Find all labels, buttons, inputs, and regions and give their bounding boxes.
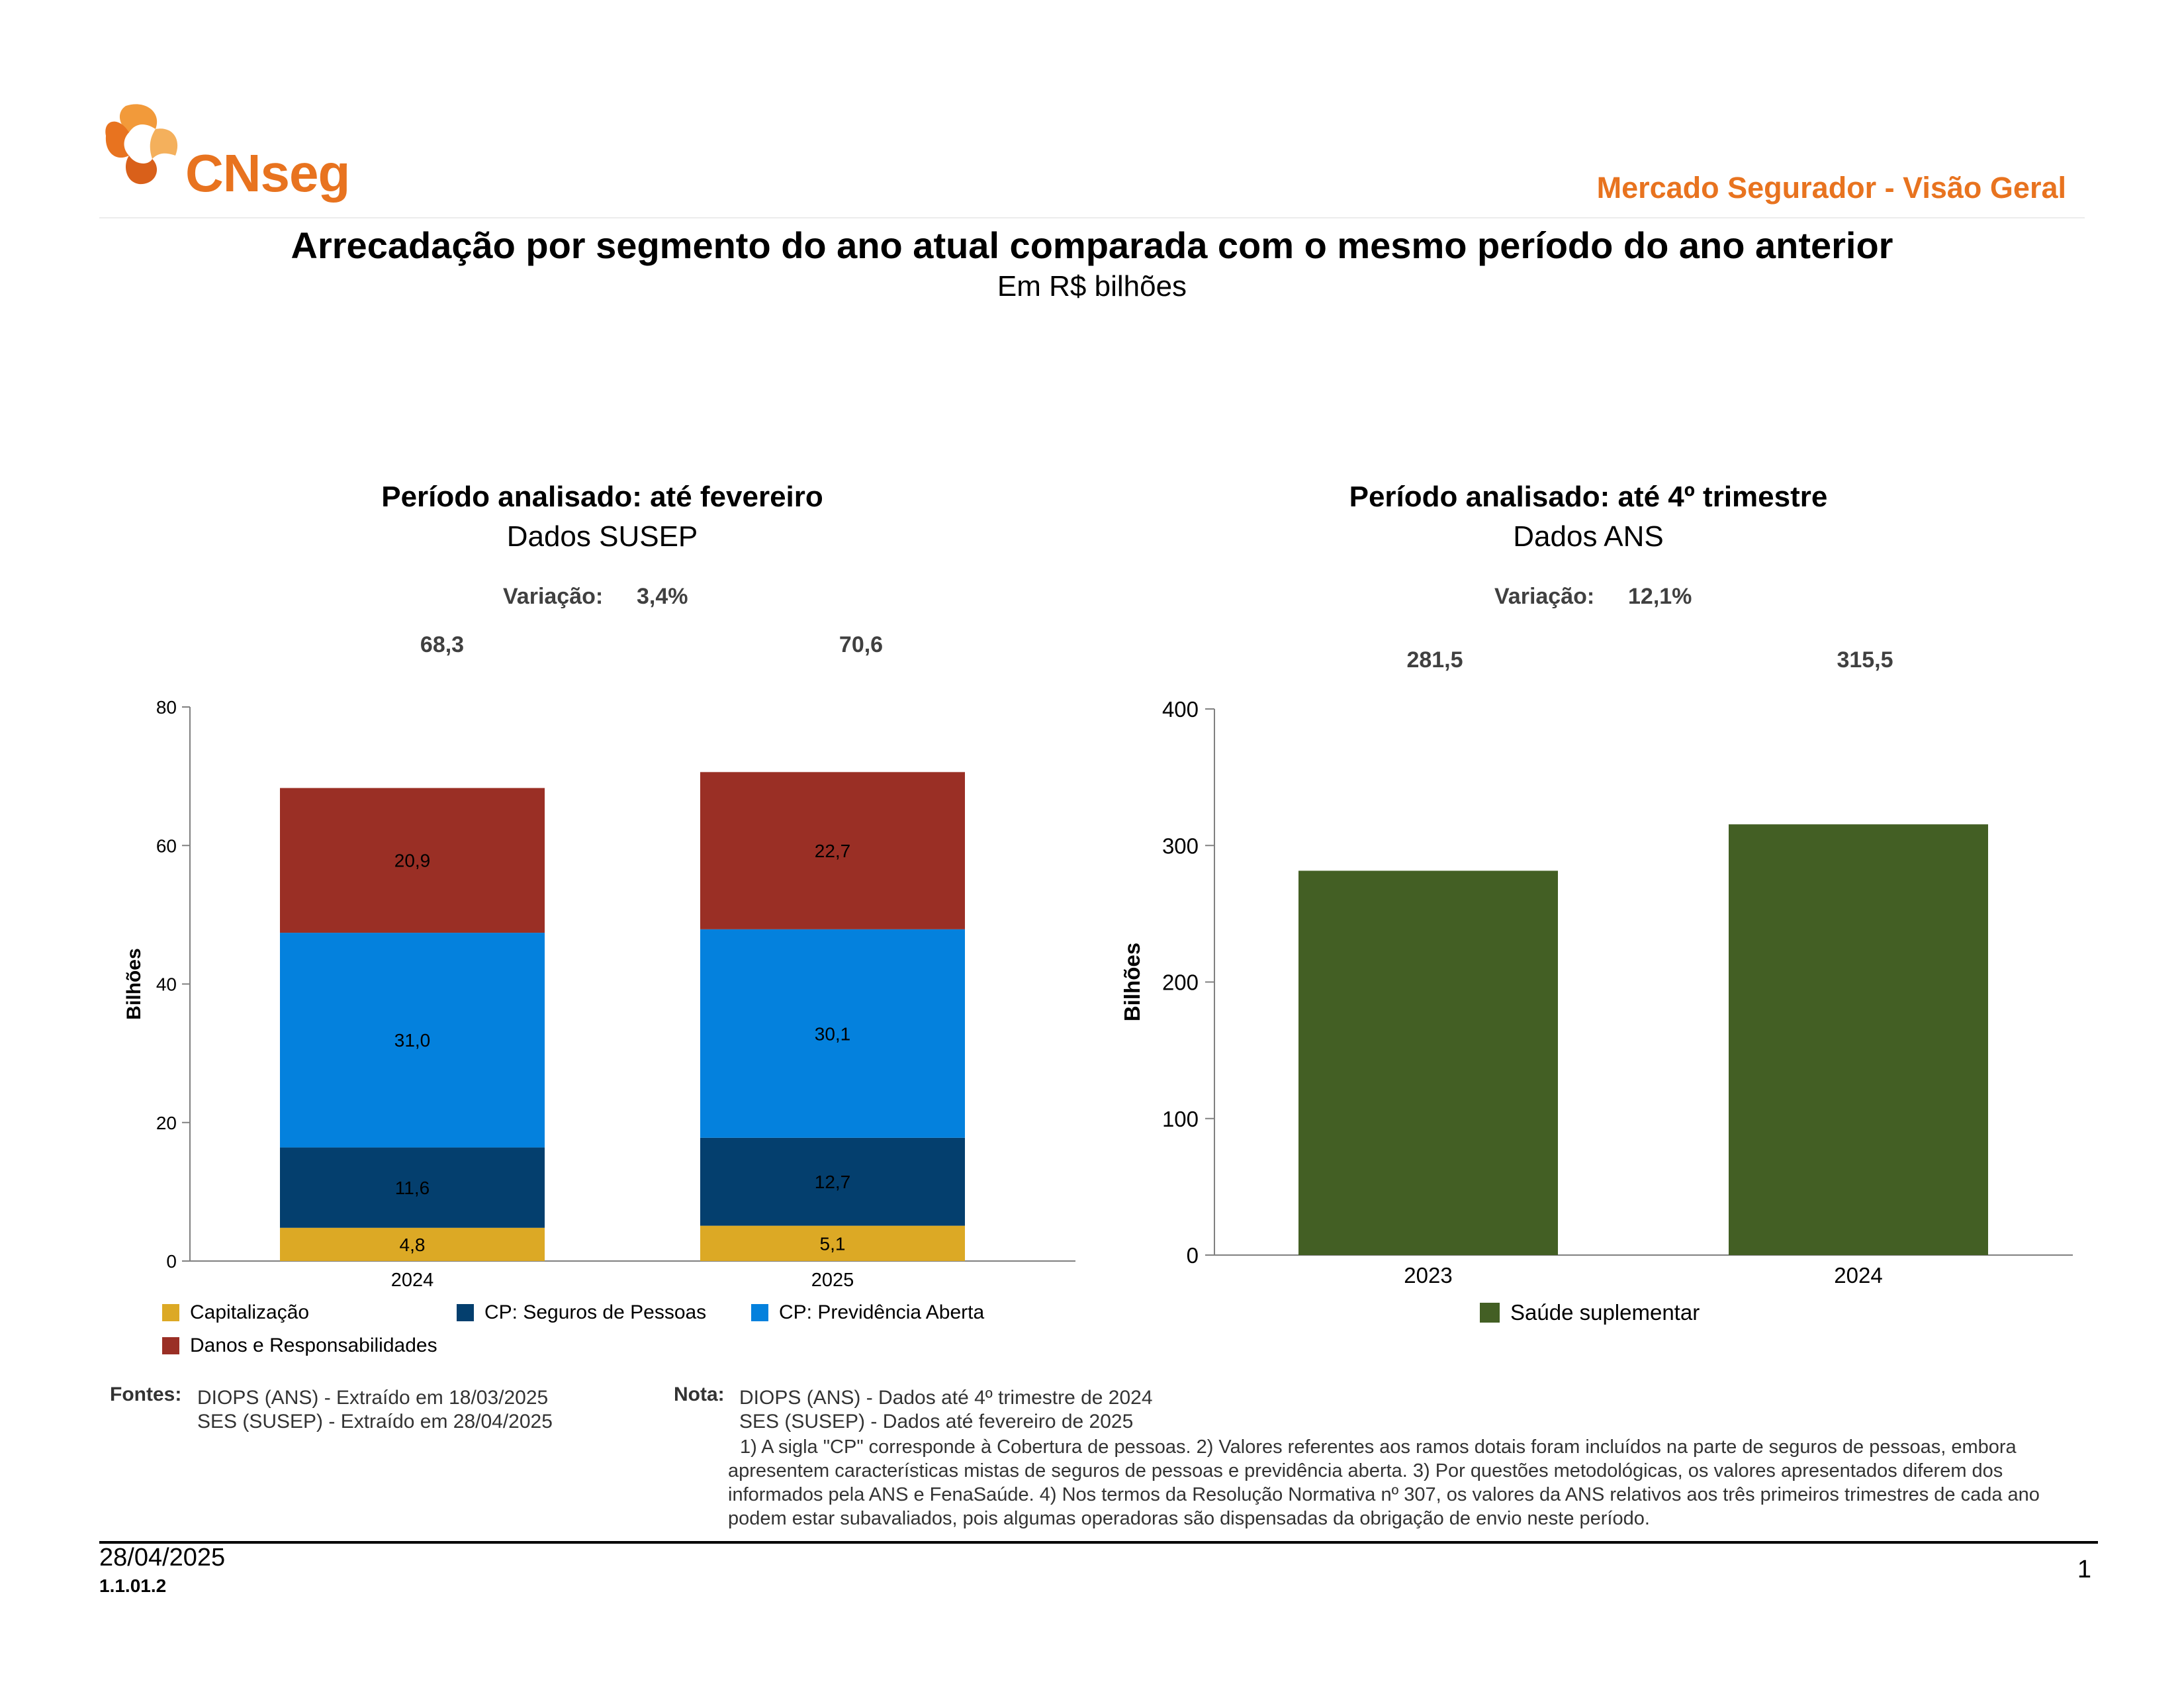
page-title: Arrecadação por segmento do ano atual co… bbox=[291, 224, 1893, 266]
logo-text: CNseg bbox=[185, 144, 350, 203]
right-total-2024: 315,5 bbox=[1837, 647, 1893, 673]
page-number: 1 bbox=[2077, 1556, 2091, 1583]
legend-label: CP: Previdência Aberta bbox=[779, 1301, 985, 1323]
y-tick-label: 100 bbox=[1162, 1107, 1199, 1131]
left-stacked-bar-chart: 0 20 40 60 80 Bilhões 4,8 11,6 31,0 20,9 2024 5,1 12… bbox=[123, 697, 1075, 1291]
right-total-2023: 281,5 bbox=[1406, 647, 1463, 673]
legend-item-previdencia: CP: Previdência Aberta bbox=[751, 1301, 984, 1324]
x-tick-label: 2024 bbox=[391, 1270, 434, 1291]
footer-date: 28/04/2025 bbox=[99, 1544, 226, 1571]
bar-segment bbox=[700, 929, 965, 1138]
left-total-2024: 68,3 bbox=[420, 632, 465, 657]
left-panel-title: Período analisado: até fevereiro bbox=[381, 481, 823, 513]
nota-list: DIOPS (ANS) - Dados até 4º trimestre de … bbox=[739, 1386, 1153, 1434]
legend-swatch bbox=[751, 1304, 768, 1321]
right-panel-title: Período analisado: até 4º trimestre bbox=[1349, 481, 1828, 513]
bar-segment bbox=[700, 1225, 965, 1261]
legend-label: CP: Seguros de Pessoas bbox=[484, 1301, 707, 1323]
legend-swatch bbox=[162, 1304, 179, 1321]
bar-segment bbox=[280, 788, 545, 933]
legend-swatch bbox=[1480, 1303, 1500, 1323]
y-tick-label: 0 bbox=[1187, 1243, 1199, 1268]
bar-segment bbox=[700, 772, 965, 929]
y-tick-label: 0 bbox=[166, 1251, 177, 1272]
right-legend: Saúde suplementar bbox=[1480, 1300, 1700, 1325]
data-label: 20,9 bbox=[394, 851, 431, 871]
fonte-line: SES (SUSEP) - Extraído em 28/04/2025 bbox=[197, 1411, 553, 1432]
data-label: 5,1 bbox=[820, 1233, 846, 1254]
legend-item-seguros-pessoas: CP: Seguros de Pessoas bbox=[457, 1301, 751, 1324]
right-variation-value: 12,1% bbox=[1628, 584, 1692, 609]
y-tick-label: 400 bbox=[1162, 697, 1199, 722]
legend-label: Capitalização bbox=[190, 1301, 310, 1323]
bar-segment bbox=[700, 1137, 965, 1226]
nota-label: Nota: bbox=[674, 1383, 725, 1405]
data-label: 12,7 bbox=[815, 1172, 851, 1192]
fontes-label: Fontes: bbox=[110, 1383, 182, 1405]
legend-item-capitalizacao: Capitalização bbox=[162, 1301, 457, 1324]
left-variation-label: Variação: bbox=[503, 584, 604, 609]
nota-line: DIOPS (ANS) - Dados até 4º trimestre de … bbox=[739, 1387, 1153, 1409]
left-panel-source: Dados SUSEP bbox=[506, 520, 698, 553]
header-divider bbox=[99, 217, 2085, 218]
bar-segment bbox=[280, 933, 545, 1148]
legend-label: Saúde suplementar bbox=[1510, 1300, 1700, 1325]
bar bbox=[1298, 870, 1558, 1255]
legend-item-saude: Saúde suplementar bbox=[1480, 1300, 1700, 1325]
right-bar-chart: 0 100 200 300 400 Bilhões 2023 2024 bbox=[1120, 697, 2073, 1288]
y-tick-label: 300 bbox=[1162, 833, 1199, 858]
y-tick-label: 20 bbox=[156, 1113, 177, 1133]
left-legend: Capitalização CP: Seguros de Pessoas CP:… bbox=[162, 1301, 984, 1357]
footer-divider bbox=[99, 1541, 2098, 1544]
y-tick-label: 60 bbox=[156, 835, 177, 856]
bar bbox=[1729, 824, 1988, 1255]
legend-swatch bbox=[457, 1304, 474, 1321]
bar-segment bbox=[280, 1227, 545, 1261]
data-label: 30,1 bbox=[815, 1023, 851, 1044]
footer-code: 1.1.01.2 bbox=[99, 1575, 167, 1596]
x-tick-label: 2025 bbox=[811, 1270, 854, 1291]
y-tick-label: 200 bbox=[1162, 970, 1199, 995]
cnseg-logo-icon bbox=[105, 104, 178, 185]
x-tick-label: 2023 bbox=[1404, 1263, 1452, 1288]
fontes-list: DIOPS (ANS) - Extraído em 18/03/2025 SES… bbox=[197, 1386, 553, 1434]
left-variation-value: 3,4% bbox=[637, 584, 688, 609]
fonte-line: DIOPS (ANS) - Extraído em 18/03/2025 bbox=[197, 1387, 549, 1409]
y-tick-label: 40 bbox=[156, 974, 177, 995]
y-axis-label: Bilhões bbox=[123, 948, 145, 1019]
nota-line: SES (SUSEP) - Dados até fevereiro de 202… bbox=[739, 1411, 1134, 1432]
bar-segment bbox=[280, 1147, 545, 1228]
data-label: 11,6 bbox=[395, 1178, 430, 1198]
nota-text: 1) A sigla "CP" corresponde à Cobertura … bbox=[728, 1436, 2040, 1529]
right-variation-label: Variação: bbox=[1494, 584, 1595, 609]
page-subtitle: Em R$ bilhões bbox=[997, 270, 1187, 303]
data-label: 22,7 bbox=[815, 841, 851, 861]
y-axis-label: Bilhões bbox=[1120, 943, 1144, 1021]
legend-label: Danos e Responsabilidades bbox=[190, 1335, 437, 1356]
legend-swatch bbox=[162, 1337, 179, 1354]
section-title: Mercado Segurador - Visão Geral bbox=[1596, 171, 2066, 205]
data-label: 31,0 bbox=[394, 1030, 431, 1051]
cnseg-logo: CNseg bbox=[99, 99, 351, 218]
data-label: 4,8 bbox=[400, 1235, 426, 1255]
y-tick-label: 80 bbox=[156, 697, 177, 718]
x-tick-label: 2024 bbox=[1834, 1263, 1882, 1288]
right-panel-source: Dados ANS bbox=[1513, 520, 1664, 553]
left-total-2025: 70,6 bbox=[839, 632, 884, 657]
legend-item-danos: Danos e Responsabilidades bbox=[162, 1335, 984, 1357]
